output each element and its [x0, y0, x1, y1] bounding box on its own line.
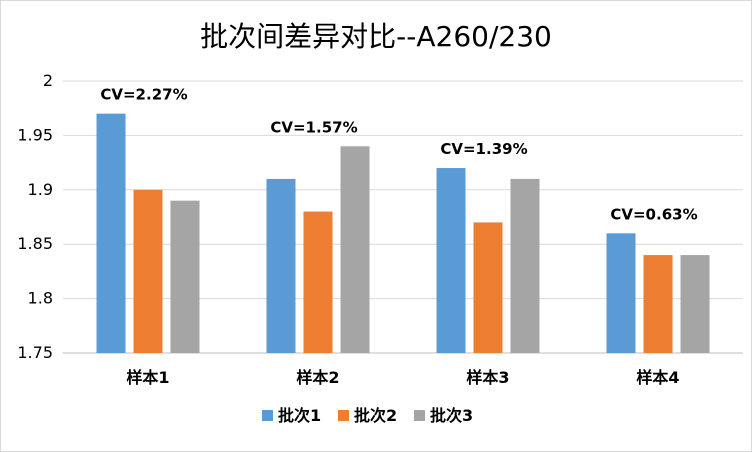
bar-4-2	[643, 255, 673, 353]
bar-3-1	[436, 168, 466, 353]
cv-annotation: CV=1.39%	[440, 140, 527, 158]
bar-3-2	[473, 222, 503, 353]
x-category-label: 样本1	[126, 368, 169, 387]
bar-3-3	[510, 178, 540, 353]
chart-title: 批次间差异对比--A260/230	[200, 20, 552, 53]
y-tick-label: 2	[43, 71, 53, 90]
legend-swatch	[414, 410, 425, 421]
bar-2-2	[303, 211, 333, 353]
bar-2-1	[266, 178, 296, 353]
legend-swatch	[262, 410, 273, 421]
bar-1-2	[133, 189, 163, 353]
y-tick-label: 1.75	[17, 343, 53, 362]
cv-annotation: CV=0.63%	[610, 205, 697, 223]
legend-swatch	[338, 410, 349, 421]
bar-1-3	[170, 200, 200, 353]
legend-label: 批次2	[354, 406, 397, 425]
bar-2-3	[340, 146, 370, 353]
y-tick-label: 1.85	[17, 234, 53, 253]
x-category-label: 样本2	[296, 368, 339, 387]
x-category-label: 样本3	[466, 368, 509, 387]
bar-1-1	[96, 113, 126, 353]
y-tick-label: 1.95	[17, 125, 53, 144]
x-category-label: 样本4	[636, 368, 679, 387]
y-tick-label: 1.8	[28, 289, 53, 308]
bar-4-3	[680, 255, 710, 353]
legend-label: 批次3	[430, 406, 473, 425]
y-tick-label: 1.9	[28, 180, 53, 199]
cv-annotation: CV=2.27%	[100, 86, 187, 104]
bar-4-1	[606, 233, 636, 353]
cv-annotation: CV=1.57%	[270, 118, 357, 136]
legend-label: 批次1	[278, 406, 321, 425]
